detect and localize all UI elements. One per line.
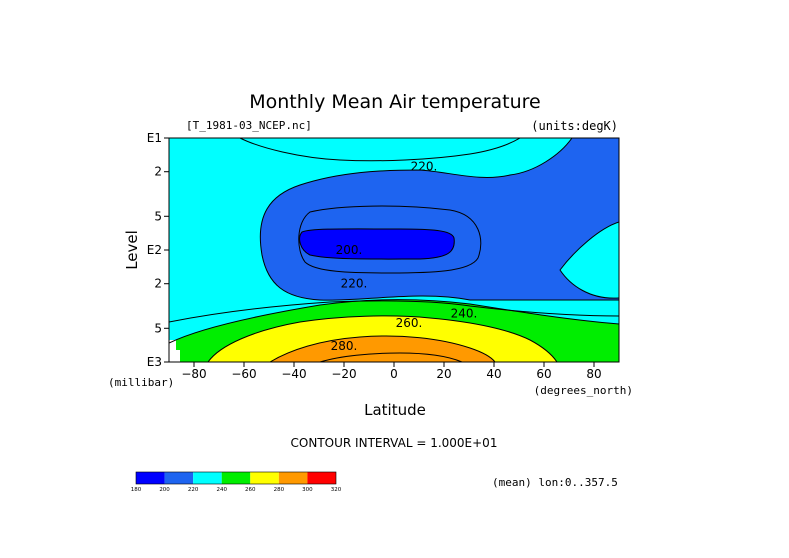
x-tick-label: −60: [231, 367, 256, 381]
contour-line: [207, 315, 558, 362]
colorbar-level-label: 260: [245, 487, 256, 493]
chart-title: Monthly Mean Air temperature: [249, 91, 540, 113]
x-units-label: (degrees_north): [534, 384, 633, 397]
colorbar-frame: [135, 471, 337, 485]
x-tick-label: 0: [390, 367, 398, 381]
units-label: (units:degK): [531, 119, 618, 133]
colorbar-level-label: 320: [331, 487, 342, 493]
x-tick-label: −40: [281, 367, 306, 381]
colorbar-swatch: [164, 472, 194, 484]
colorbar-swatch: [250, 472, 279, 484]
y-tick-label: E2: [147, 243, 162, 257]
contour-line: [299, 228, 455, 260]
contour-value-label: 200.: [336, 243, 363, 257]
y-axis: E1 2 5 E2 2 5 E3: [147, 131, 169, 369]
y-tick-label: E1: [147, 131, 162, 145]
y-tick-label: 5: [154, 321, 162, 335]
contour-value-label: 280.: [331, 339, 358, 353]
source-file-label: [T_1981-03_NCEP.nc]: [186, 119, 312, 132]
y-axis-label: Level: [123, 230, 141, 270]
y-tick-label: E3: [147, 355, 162, 369]
contour-line: [319, 352, 463, 362]
contour-line: [169, 299, 619, 344]
colorbar-level-label: 180: [131, 487, 142, 493]
contour-line: [559, 221, 619, 299]
contour-value-label: 220.: [411, 160, 438, 174]
contour-value-label: 220.: [341, 277, 368, 291]
contour-line: [239, 138, 521, 162]
colorbar-level-label: 300: [302, 487, 313, 493]
colorbar-swatch: [221, 472, 251, 484]
band-220-240-right: [560, 222, 619, 299]
x-tick-label: 20: [436, 367, 451, 381]
y-tick-label: 2: [154, 165, 162, 179]
colorbar: 180 200 220 240 260 280 300 320: [131, 471, 342, 493]
contour-interval-text: CONTOUR INTERVAL = 1.000E+01: [291, 436, 498, 450]
x-tick-label: −20: [331, 367, 356, 381]
x-axis: −80 −60 −40 −20 0 20 40 60 80: [181, 362, 602, 381]
colorbar-swatch: [193, 472, 222, 484]
missing-data-region: [169, 340, 180, 362]
colorbar-level-label: 200: [159, 487, 170, 493]
colorbar-level-label: 240: [216, 487, 227, 493]
contour-line: [169, 300, 619, 323]
plot-area: 200. 220. 220. 240. 260. 280.: [168, 137, 620, 363]
colorbar-swatch: [136, 472, 165, 484]
contour-line: [298, 205, 482, 274]
mean-lon-text: (mean) lon:0..357.5: [492, 476, 618, 489]
contour-lines: [169, 138, 619, 362]
contour-line: [269, 335, 496, 362]
contour-value-label: 240.: [451, 307, 478, 321]
y-units-label: (millibar): [108, 376, 174, 389]
colorbar-swatch: [278, 472, 308, 484]
contour-labels: 200. 220. 220. 240. 260. 280.: [331, 160, 478, 353]
x-tick-label: −80: [181, 367, 206, 381]
x-tick-label: 40: [486, 367, 501, 381]
colorbar-level-label: 220: [188, 487, 199, 493]
colorbar-swatch: [307, 472, 336, 484]
band-180-200-core: [299, 228, 455, 260]
contour-value-label: 260.: [396, 316, 423, 330]
colorbar-level-label: 280: [274, 487, 285, 493]
contour-line: [169, 138, 619, 301]
y-tick-label: 2: [154, 277, 162, 291]
x-tick-label: 60: [536, 367, 551, 381]
y-tick-label: 5: [154, 209, 162, 223]
x-tick-label: 80: [586, 367, 601, 381]
x-axis-label: Latitude: [364, 401, 426, 419]
